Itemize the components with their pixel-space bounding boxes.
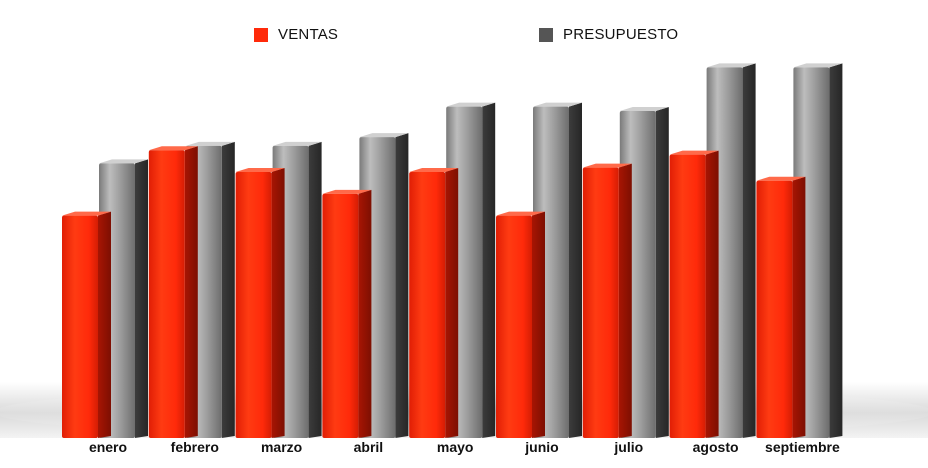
legend-label-ventas: VENTAS <box>278 26 339 43</box>
bars-group <box>62 63 843 439</box>
bar-ventas-agosto <box>669 150 719 438</box>
legend-swatch-presupuesto <box>539 27 553 42</box>
legend: VENTAS PRESUPUESTO <box>0 26 928 48</box>
legend-label-presupuesto: PRESUPUESTO <box>563 26 679 43</box>
x-axis-labels: enero febrero marzo abril mayo junio julio agos… <box>89 439 840 455</box>
bar-ventas-abril <box>322 189 372 438</box>
bar-ventas-enero <box>62 211 111 438</box>
bar-ventas-marzo <box>235 168 285 439</box>
legend-item-presupuesto: PRESUPUESTO <box>539 26 678 43</box>
legend-item-ventas: VENTAS <box>254 26 338 43</box>
bar-ventas-julio <box>582 163 632 438</box>
x-tick-label-abril: abril <box>354 439 384 455</box>
legend-swatch-ventas <box>254 27 268 42</box>
bar-ventas-febrero <box>148 146 198 439</box>
x-tick-label-julio: julio <box>613 439 643 455</box>
x-tick-label-marzo: marzo <box>261 439 302 455</box>
x-tick-label-junio: junio <box>524 439 558 455</box>
x-tick-label-febrero: febrero <box>171 439 219 455</box>
bar-ventas-mayo <box>409 168 459 439</box>
x-tick-label-agosto: agosto <box>693 439 739 455</box>
bar-ventas-septiembre <box>756 176 806 438</box>
x-tick-label-septiembre: septiembre <box>765 439 840 455</box>
bar-ventas-junio <box>496 211 545 438</box>
x-tick-label-mayo: mayo <box>437 439 474 455</box>
x-tick-label-enero: enero <box>89 439 127 455</box>
